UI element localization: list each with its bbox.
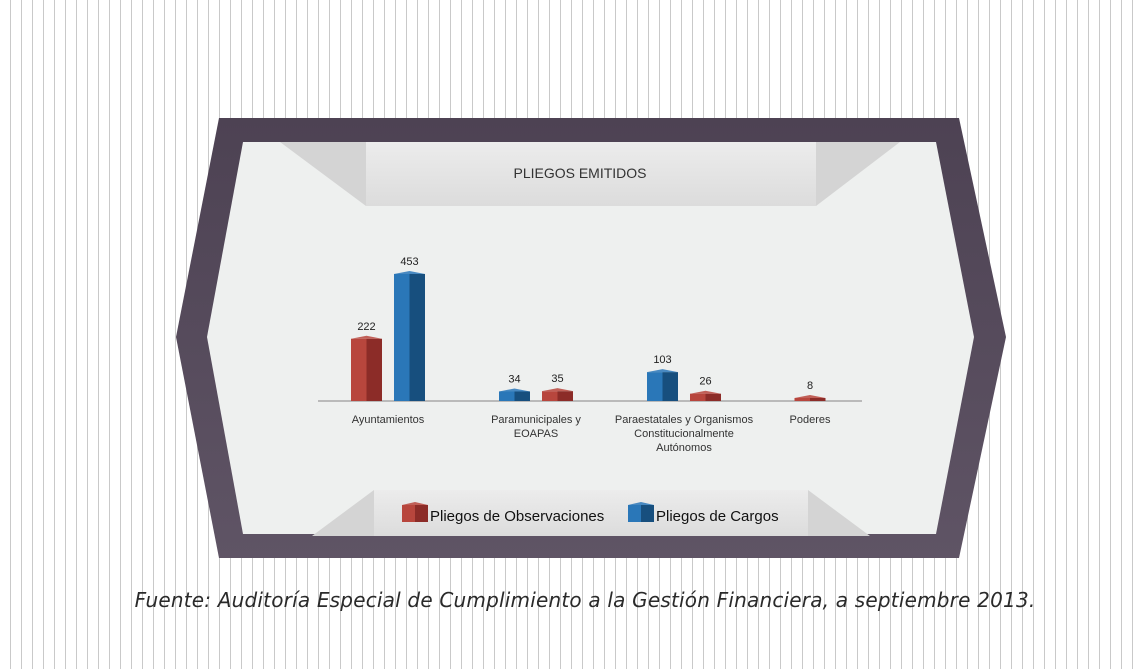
legend-swatch: [628, 502, 654, 522]
bar-pliegos-de-cargos: [499, 388, 530, 401]
inner-panel: [207, 142, 974, 534]
category-label: Paramunicipales y EOAPAS: [491, 414, 581, 440]
bar-pliegos-de-cargos: [647, 369, 678, 401]
data-label: 8: [807, 380, 813, 392]
bar-pliegos-de-observaciones: [794, 395, 826, 401]
data-label: 35: [551, 373, 563, 385]
bar-pliegos-de-observaciones: [690, 390, 721, 401]
category-label: Poderes: [790, 414, 831, 426]
category-label: Ayuntamientos: [352, 414, 425, 426]
source-note: Fuente: Auditoría Especial de Cumplimien…: [134, 588, 1036, 612]
bar-pliegos-de-observaciones: [351, 335, 382, 401]
title-ribbon: [280, 142, 900, 206]
category-label: Paraestatales y Organismos Constitucional…: [615, 414, 754, 454]
chart-title: PLIEGOS EMITIDOS: [513, 165, 646, 181]
data-label: 26: [699, 376, 711, 388]
bar-pliegos-de-cargos: [394, 270, 425, 401]
data-label: 103: [653, 354, 671, 366]
legend-ribbon: [312, 490, 870, 536]
data-label: 453: [400, 256, 418, 268]
data-label: 34: [508, 373, 520, 385]
legend-label: Pliegos de Observaciones: [430, 508, 604, 525]
bar-pliegos-de-observaciones: [542, 388, 573, 401]
legend-swatch: [402, 502, 428, 522]
data-label: 222: [357, 321, 375, 333]
legend-label: Pliegos de Cargos: [656, 508, 779, 525]
